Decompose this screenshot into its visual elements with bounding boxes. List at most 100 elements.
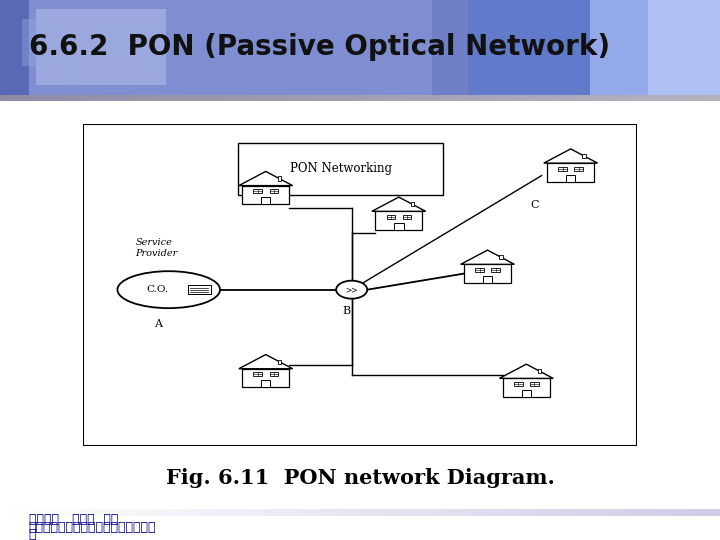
Bar xyxy=(436,509,439,516)
Bar xyxy=(590,94,598,101)
Bar xyxy=(346,94,353,101)
Bar xyxy=(58,57,86,85)
Bar xyxy=(454,509,457,516)
Bar xyxy=(450,509,454,516)
Bar xyxy=(418,94,425,101)
Bar xyxy=(133,509,137,516)
Bar xyxy=(353,94,360,101)
Bar xyxy=(518,509,522,516)
Bar xyxy=(684,509,688,516)
Bar xyxy=(648,509,652,516)
Bar xyxy=(151,509,155,516)
Bar xyxy=(378,509,382,516)
Bar xyxy=(317,94,324,101)
Bar xyxy=(216,509,220,516)
Polygon shape xyxy=(239,171,292,186)
Bar xyxy=(410,509,414,516)
Bar xyxy=(713,509,716,516)
Bar xyxy=(130,94,137,101)
Bar xyxy=(245,509,248,516)
Bar xyxy=(418,509,421,516)
Bar xyxy=(387,215,395,219)
Bar xyxy=(499,255,503,259)
Bar xyxy=(709,509,713,516)
Bar xyxy=(158,94,166,101)
Bar xyxy=(7,509,11,516)
Bar xyxy=(86,94,94,101)
Bar xyxy=(230,509,234,516)
Bar xyxy=(652,509,655,516)
Bar xyxy=(338,509,342,516)
Bar xyxy=(68,509,72,516)
Bar xyxy=(716,509,720,516)
Bar xyxy=(479,509,482,516)
Text: 畫: 畫 xyxy=(29,528,36,540)
Bar xyxy=(36,509,40,516)
Bar xyxy=(634,509,637,516)
Bar xyxy=(375,211,423,230)
Bar xyxy=(641,94,648,101)
Bar xyxy=(180,509,184,516)
Bar xyxy=(101,509,104,516)
Bar xyxy=(493,509,497,516)
Bar xyxy=(313,509,317,516)
Bar xyxy=(187,94,194,101)
Bar xyxy=(198,509,202,516)
Bar xyxy=(342,509,346,516)
Bar xyxy=(497,94,504,101)
Bar xyxy=(50,509,54,516)
Bar xyxy=(670,509,673,516)
Polygon shape xyxy=(500,364,553,379)
Bar xyxy=(670,94,677,101)
Bar xyxy=(97,509,101,516)
Bar xyxy=(511,509,515,516)
Bar xyxy=(295,94,302,101)
Bar xyxy=(530,382,539,386)
Bar xyxy=(389,509,392,516)
Bar xyxy=(582,154,586,158)
Bar xyxy=(7,94,14,101)
Bar xyxy=(173,509,176,516)
Bar xyxy=(269,189,278,193)
Bar xyxy=(432,94,439,101)
Bar xyxy=(551,509,554,516)
Bar xyxy=(367,94,374,101)
Bar xyxy=(464,509,468,516)
Bar xyxy=(104,509,108,516)
Bar xyxy=(328,509,331,516)
Bar xyxy=(446,509,450,516)
Bar xyxy=(504,94,511,101)
Bar xyxy=(655,509,659,516)
Bar xyxy=(43,509,47,516)
Bar xyxy=(115,94,122,101)
Bar xyxy=(403,509,407,516)
Bar xyxy=(32,509,36,516)
Bar xyxy=(0,0,432,94)
Bar xyxy=(259,94,266,101)
Bar xyxy=(202,509,205,516)
Bar xyxy=(536,509,540,516)
Text: C.O.: C.O. xyxy=(147,285,168,294)
Bar xyxy=(511,94,518,101)
Bar xyxy=(29,509,32,516)
Bar xyxy=(691,509,695,516)
Bar xyxy=(698,94,706,101)
Bar xyxy=(626,94,634,101)
Bar xyxy=(619,509,623,516)
Bar xyxy=(407,509,410,516)
Bar xyxy=(65,94,72,101)
Bar xyxy=(58,94,65,101)
Bar xyxy=(389,94,396,101)
Bar xyxy=(36,10,166,85)
Bar xyxy=(439,509,443,516)
Bar xyxy=(400,509,403,516)
Bar xyxy=(223,94,230,101)
Bar xyxy=(562,509,565,516)
Bar xyxy=(518,94,526,101)
Bar xyxy=(248,509,252,516)
Bar xyxy=(148,509,151,516)
Bar xyxy=(0,0,29,94)
Bar xyxy=(569,509,572,516)
Bar xyxy=(256,509,259,516)
Polygon shape xyxy=(461,250,514,264)
